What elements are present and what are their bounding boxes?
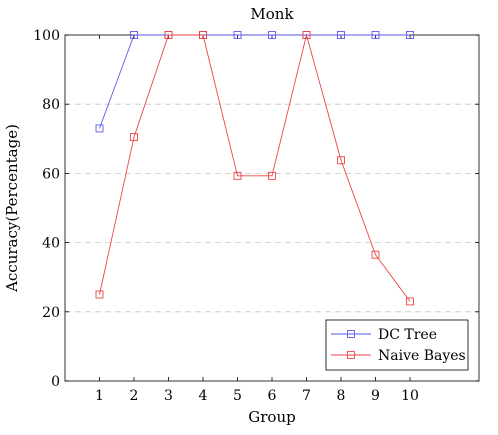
legend-marker — [347, 351, 355, 359]
series-group — [95, 31, 414, 306]
x-tick-label: 3 — [164, 388, 173, 404]
y-tick-label: 60 — [42, 166, 60, 182]
series-line — [99, 34, 410, 129]
x-tick-label: 8 — [337, 388, 346, 404]
legend-label: DC Tree — [378, 327, 437, 343]
series-dc-tree — [95, 31, 414, 133]
series-line — [99, 33, 411, 302]
data-point — [233, 171, 242, 180]
legend-box — [325, 319, 469, 371]
legend-label: Naive Bayes — [378, 348, 466, 364]
x-tick-label: 9 — [371, 388, 380, 404]
x-tick-label: 4 — [199, 388, 208, 404]
x-tick-label: 6 — [268, 388, 277, 404]
x-tick-label: 7 — [302, 388, 311, 404]
legend-entries: DC Tree Naive Bayes — [331, 327, 466, 364]
data-point — [371, 31, 380, 39]
data-point — [95, 290, 104, 299]
y-axis-label: Accuracy(Percentage) — [3, 124, 21, 293]
x-axis-ticks: 1 2 3 4 5 6 7 8 9 10 — [95, 35, 419, 404]
data-point — [371, 250, 380, 259]
y-tick-label: 100 — [33, 28, 60, 44]
x-tick-label: 2 — [130, 388, 139, 404]
data-point — [233, 31, 242, 39]
grid — [65, 103, 479, 313]
data-point — [130, 133, 138, 142]
data-point — [337, 156, 345, 165]
data-point — [164, 31, 173, 39]
data-point — [406, 297, 414, 306]
data-point — [95, 124, 104, 133]
y-axis-ticks: 0 20 40 60 80 100 — [33, 28, 479, 390]
data-point — [337, 31, 345, 39]
data-point — [302, 31, 311, 39]
x-axis-label: Group — [248, 408, 295, 426]
chart-title: Monk — [250, 5, 294, 23]
data-point — [406, 31, 414, 39]
data-point — [268, 31, 276, 39]
x-tick-label: 5 — [233, 388, 242, 404]
y-tick-label: 40 — [42, 236, 60, 252]
data-point — [268, 171, 276, 180]
y-tick-label: 80 — [42, 97, 60, 113]
data-point — [130, 31, 138, 39]
x-tick-label: 10 — [401, 388, 419, 404]
y-tick-label: 0 — [51, 374, 60, 390]
y-tick-label: 20 — [42, 305, 60, 321]
data-point — [199, 31, 207, 39]
x-tick-label: 1 — [95, 388, 104, 404]
series-naive-bayes — [95, 31, 414, 306]
legend: DC Tree Naive Bayes — [325, 319, 469, 371]
legend-marker — [347, 330, 355, 338]
